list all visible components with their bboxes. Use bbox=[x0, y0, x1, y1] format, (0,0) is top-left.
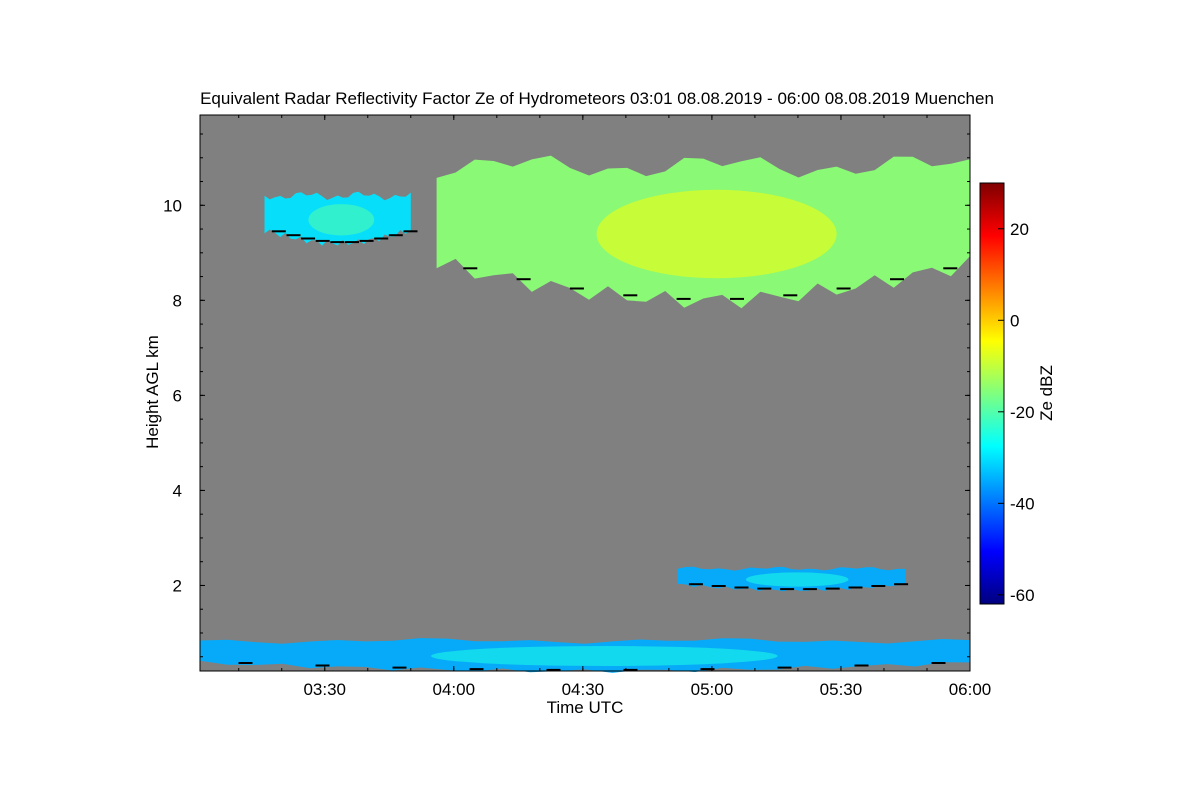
y-tick-label: 8 bbox=[173, 291, 182, 310]
edge-mark bbox=[854, 664, 869, 667]
edge-mark bbox=[388, 234, 403, 237]
x-tick-label: 03:30 bbox=[303, 680, 346, 699]
edge-mark bbox=[271, 230, 286, 233]
edge-mark bbox=[516, 278, 531, 281]
edge-mark bbox=[711, 585, 726, 587]
reflectivity-features bbox=[200, 155, 971, 673]
colorbar-label: Ze dBZ bbox=[1037, 365, 1056, 421]
colorbar-tick-label: 0 bbox=[1010, 311, 1019, 330]
edge-mark bbox=[392, 666, 407, 669]
edge-mark bbox=[374, 237, 389, 240]
x-axis-label: Time UTC bbox=[547, 698, 624, 717]
x-axis: 03:30 04:00 04:30 05:00 05:30 06:00 bbox=[238, 115, 992, 699]
feature-core-0 bbox=[308, 204, 375, 236]
plot-frame bbox=[199, 114, 971, 672]
y-tick-label: 4 bbox=[173, 481, 182, 500]
y-tick-label: 10 bbox=[163, 196, 182, 215]
edge-mark bbox=[676, 297, 691, 300]
edge-mark bbox=[463, 267, 478, 270]
edge-mark bbox=[730, 297, 744, 300]
edge-mark bbox=[848, 586, 863, 589]
chart-title: Equivalent Radar Reflectivity Factor Ze … bbox=[200, 89, 994, 108]
edge-mark bbox=[301, 237, 316, 240]
detected-layer-edges bbox=[238, 230, 958, 671]
edge-mark bbox=[330, 241, 345, 244]
feature-core-3 bbox=[431, 646, 778, 666]
edge-mark bbox=[783, 294, 798, 297]
x-tick-label: 05:30 bbox=[820, 680, 863, 699]
edge-mark bbox=[315, 664, 330, 667]
edge-mark bbox=[286, 234, 301, 237]
colorbar-tick-label: -20 bbox=[1010, 403, 1035, 422]
edge-mark bbox=[345, 241, 359, 244]
y-axis: 2 4 6 8 10 bbox=[163, 133, 970, 658]
y-tick-label: 6 bbox=[173, 386, 182, 405]
colorbar-tick-label: -60 bbox=[1010, 586, 1035, 605]
edge-mark bbox=[403, 230, 418, 233]
edge-mark bbox=[569, 287, 584, 290]
edge-mark bbox=[757, 587, 772, 590]
y-tick-label: 2 bbox=[173, 576, 182, 595]
edge-mark bbox=[238, 662, 253, 664]
colorbar-ticks: 20 0 -20 -40 -60 bbox=[998, 220, 1035, 605]
x-tick-label: 05:00 bbox=[691, 680, 734, 699]
edge-mark bbox=[777, 666, 792, 669]
colorbar-tick-label: 20 bbox=[1010, 220, 1029, 239]
x-tick-label: 06:00 bbox=[949, 680, 992, 699]
edge-mark bbox=[688, 583, 703, 586]
edge-mark bbox=[802, 588, 817, 591]
x-tick-label: 04:30 bbox=[562, 680, 605, 699]
edge-mark bbox=[700, 668, 715, 671]
feature-core-2 bbox=[745, 572, 849, 587]
y-axis-label: Height AGL km bbox=[143, 335, 162, 449]
edge-mark bbox=[623, 294, 638, 297]
edge-mark bbox=[871, 585, 886, 587]
colorbar-tick-label: -40 bbox=[1010, 494, 1035, 513]
edge-mark bbox=[943, 267, 958, 270]
edge-mark bbox=[890, 278, 904, 281]
edge-mark bbox=[894, 583, 909, 586]
edge-mark bbox=[469, 668, 484, 671]
edge-mark bbox=[825, 587, 840, 590]
edge-mark bbox=[836, 287, 851, 290]
edge-mark bbox=[623, 668, 638, 671]
feature-core-1 bbox=[596, 189, 837, 279]
edge-mark bbox=[931, 662, 946, 664]
edge-mark bbox=[315, 239, 330, 242]
edge-mark bbox=[780, 588, 795, 591]
edge-mark bbox=[546, 668, 561, 671]
colorbar bbox=[979, 182, 1005, 605]
edge-mark bbox=[734, 586, 749, 589]
x-tick-label: 04:00 bbox=[433, 680, 476, 699]
edge-mark bbox=[359, 239, 374, 242]
